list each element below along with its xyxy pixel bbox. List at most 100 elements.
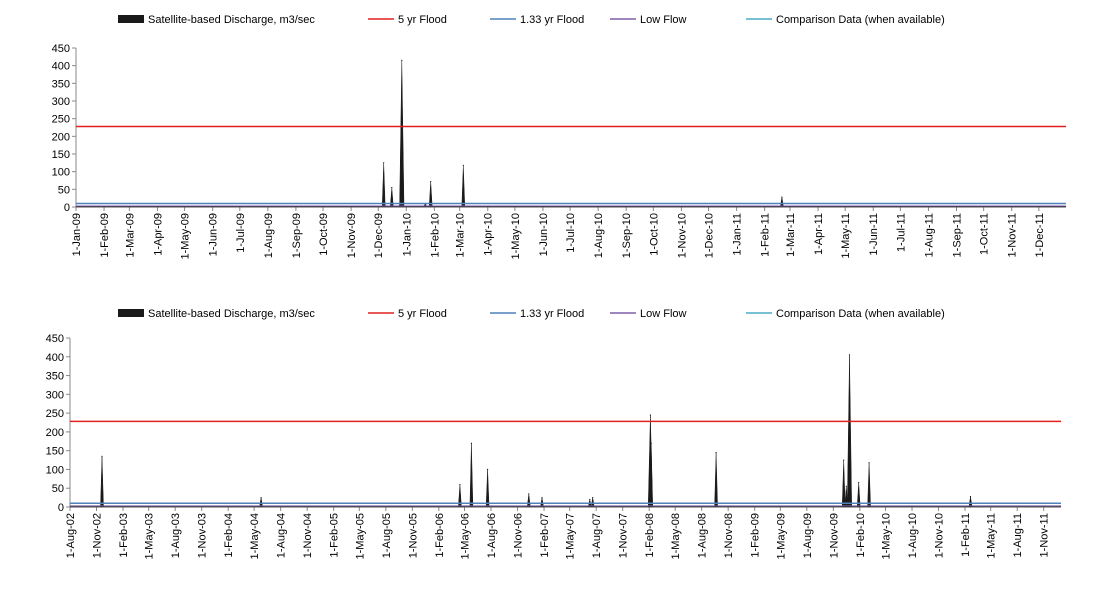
discharge-peak-6 [541, 497, 543, 499]
legend-label-4: Comparison Data (when available) [776, 308, 945, 320]
x-tick-label-10: 1-Nov-09 [346, 213, 358, 258]
x-tick-label-8: 1-Aug-04 [276, 513, 288, 558]
x-tick-label-31: 1-May-10 [881, 513, 893, 559]
y-tick-label-6: 300 [52, 96, 70, 108]
x-tick-label-23: 1-Dec-10 [704, 213, 716, 258]
x-tick-label-3: 1-Apr-09 [152, 213, 164, 256]
discharge-peak-10 [650, 442, 652, 444]
x-tick-label-12: 1-Jan-10 [401, 213, 413, 256]
x-tick-label-6: 1-Jul-09 [235, 213, 247, 253]
y-tick-label-1: 50 [58, 184, 70, 196]
x-tick-label-34: 1-Nov-11 [1007, 213, 1019, 257]
legend-label-2: 1.33 yr Flood [520, 14, 584, 26]
y-tick-label-7: 350 [46, 371, 64, 383]
y-tick-label-0: 0 [64, 202, 70, 214]
legend-label-3: Low Flow [640, 14, 687, 26]
x-tick-label-33: 1-Nov-10 [934, 513, 946, 558]
y-tick-label-1: 50 [52, 483, 64, 495]
x-tick-label-32: 1-Sep-11 [952, 213, 964, 257]
x-tick-label-4: 1-May-09 [180, 213, 192, 259]
x-tick-label-19: 1-May-07 [565, 513, 577, 559]
legend-label-1: 5 yr Flood [398, 14, 447, 26]
x-tick-label-21: 1-Oct-10 [648, 213, 660, 256]
x-tick-label-28: 1-May-11 [840, 213, 852, 259]
x-tick-label-36: 1-Aug-11 [1012, 513, 1024, 557]
x-tick-label-32: 1-Aug-10 [907, 513, 919, 558]
x-tick-label-28: 1-Aug-09 [802, 513, 814, 558]
x-tick-label-20: 1-Sep-10 [621, 213, 633, 258]
discharge-peak-1 [260, 497, 262, 499]
x-tick-label-33: 1-Oct-11 [979, 213, 991, 255]
x-tick-label-18: 1-Feb-07 [539, 513, 551, 558]
x-tick-label-29: 1-Nov-09 [828, 513, 840, 558]
y-tick-label-0: 0 [58, 502, 64, 514]
y-tick-label-4: 200 [46, 427, 64, 439]
x-tick-label-22: 1-Nov-10 [676, 213, 688, 258]
x-tick-label-9: 1-Oct-09 [318, 213, 330, 256]
x-tick-label-19: 1-Aug-10 [593, 213, 605, 258]
y-tick-label-2: 100 [46, 464, 64, 476]
discharge-peak-15 [858, 482, 860, 484]
x-tick-label-30: 1-Jul-11 [895, 213, 907, 252]
x-tick-label-15: 1-May-06 [459, 513, 471, 559]
x-tick-label-6: 1-Feb-04 [223, 513, 235, 558]
discharge-area [75, 60, 1067, 208]
discharge-peak-16 [868, 462, 870, 464]
x-tick-label-13: 1-Feb-10 [429, 213, 441, 258]
y-tick-label-9: 450 [52, 43, 70, 55]
y-tick-label-8: 400 [52, 61, 70, 73]
legend: Satellite-based Discharge, m3/sec 5 yr Fl… [118, 14, 945, 26]
discharge-peak-5 [528, 493, 530, 495]
discharge-peak-14 [848, 354, 851, 356]
y-tick-label-9: 450 [46, 333, 64, 345]
discharge-peak-3 [401, 59, 403, 62]
x-tick-label-29: 1-Jun-11 [868, 213, 880, 256]
x-tick-label-17: 1-Nov-06 [513, 513, 525, 558]
discharge-peak-13 [845, 485, 847, 487]
y-tick-label-3: 150 [52, 149, 70, 161]
x-tick-label-10: 1-Feb-05 [329, 513, 341, 558]
x-tick-label-7: 1-Aug-09 [263, 213, 275, 258]
discharge-area [69, 354, 1062, 508]
x-tick-label-26: 1-Mar-11 [785, 213, 797, 257]
x-tick-label-9: 1-Nov-04 [302, 513, 314, 558]
x-tick-label-0: 1-Aug-02 [65, 513, 77, 558]
x-tick-label-21: 1-Nov-07 [618, 513, 630, 558]
discharge-peak-3 [470, 442, 472, 444]
x-tick-label-17: 1-Jun-10 [538, 213, 550, 256]
discharge-series [69, 354, 1062, 508]
y-tick-label-5: 250 [46, 408, 64, 420]
x-tick-label-16: 1-May-10 [510, 213, 522, 259]
x-tick-label-31: 1-Aug-11 [923, 213, 935, 257]
y-tick-label-6: 300 [46, 389, 64, 401]
x-tick-label-35: 1-Dec-11 [1034, 213, 1046, 257]
legend-label-4: Comparison Data (when available) [776, 14, 945, 26]
x-tick-label-22: 1-Feb-08 [644, 513, 656, 558]
discharge-peak-8 [592, 497, 594, 499]
x-tick-label-13: 1-Nov-05 [407, 513, 419, 558]
x-tick-label-3: 1-May-03 [144, 513, 156, 559]
x-tick-label-11: 1-May-05 [354, 513, 366, 559]
x-tick-label-11: 1-Dec-09 [373, 213, 385, 258]
discharge-peak-5 [430, 181, 432, 183]
legend-swatch-0 [118, 309, 144, 317]
chart-2: Satellite-based Discharge, m3/sec 5 yr Fl… [46, 308, 1062, 559]
legend-label-0: Satellite-based Discharge, m3/sec [148, 14, 315, 26]
x-tick-label-5: 1-Nov-03 [197, 513, 209, 558]
x-tick-label-37: 1-Nov-11 [1039, 513, 1051, 557]
x-tick-label-24: 1-Jan-11 [732, 213, 744, 256]
x-tick-label-25: 1-Nov-08 [723, 513, 735, 558]
legend: Satellite-based Discharge, m3/sec 5 yr Fl… [118, 308, 945, 320]
x-tick-label-26: 1-Feb-09 [750, 513, 762, 558]
x-tick-label-18: 1-Jul-10 [565, 213, 577, 253]
x-tick-label-0: 1-Jan-09 [71, 213, 83, 256]
x-tick-label-27: 1-May-09 [775, 513, 787, 559]
discharge-peak-4 [487, 468, 489, 470]
x-tick-label-15: 1-Apr-10 [483, 213, 495, 256]
discharge-peak-6 [462, 164, 464, 166]
legend-label-0: Satellite-based Discharge, m3/sec [148, 308, 315, 320]
x-tick-label-7: 1-May-04 [249, 513, 261, 559]
x-tick-label-12: 1-Aug-05 [381, 513, 393, 558]
legend-label-3: Low Flow [640, 308, 687, 320]
